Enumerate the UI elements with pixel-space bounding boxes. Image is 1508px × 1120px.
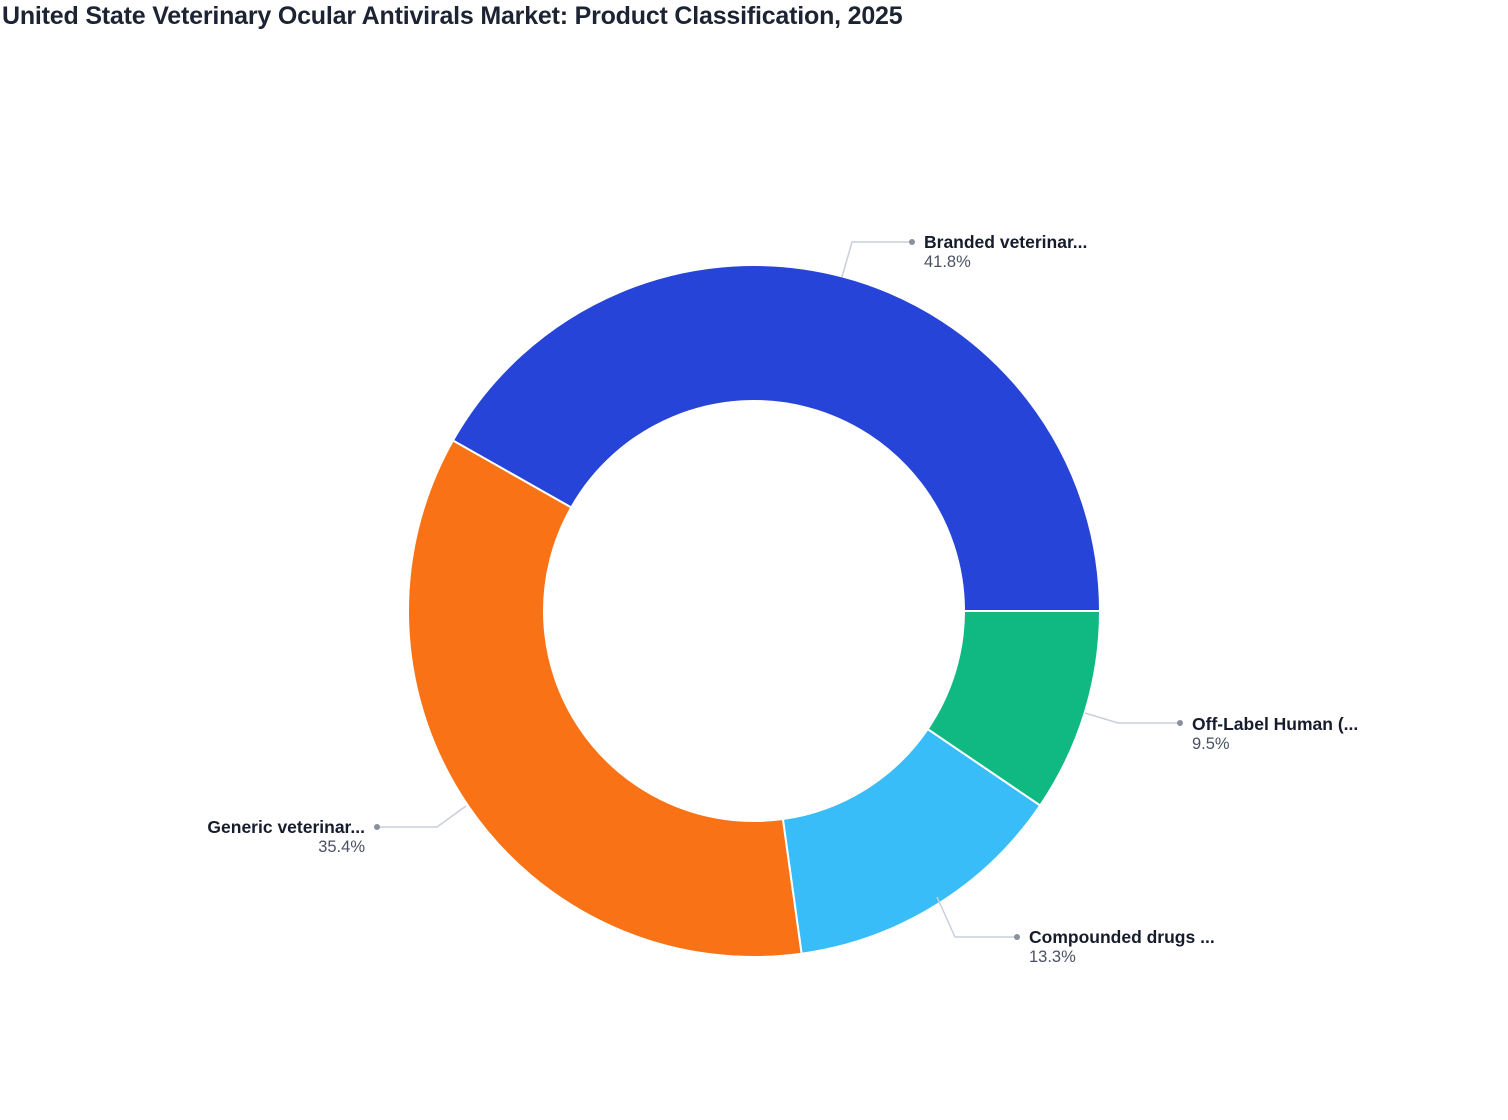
label-name: Generic veterinar... (207, 817, 365, 837)
label-name: Off-Label Human (... (1192, 714, 1359, 734)
leader-compounded (936, 896, 1017, 938)
label-name: Branded veterinar... (924, 232, 1088, 252)
slice-off-label (926, 610, 1102, 807)
label-off-label: Off-Label Human (... 9.5% (1192, 714, 1358, 754)
label-percent: 13.3% (1029, 948, 1076, 966)
leader-branded (841, 241, 912, 278)
label-percent: 35.4% (318, 838, 365, 856)
leader-off-label (1084, 712, 1180, 724)
leader-generic (377, 805, 467, 828)
label-compounded: Compounded drugs ... 13.3% (1029, 927, 1215, 967)
label-generic: Generic veterinar... 35.4% (207, 817, 365, 857)
leader-dot-icon (909, 239, 915, 245)
leader-dot-icon (1177, 720, 1183, 726)
label-branded: Branded veterinar... 41.8% (924, 232, 1087, 272)
label-percent: 9.5% (1192, 735, 1230, 753)
leader-lines (374, 239, 1183, 940)
label-percent: 41.8% (924, 253, 971, 271)
label-name: Compounded drugs ... (1029, 927, 1215, 947)
slice-branded (451, 264, 1102, 612)
leader-dot-icon (374, 824, 380, 830)
chart-title: United State Veterinary Ocular Antiviral… (2, 2, 903, 30)
donut-slices (407, 264, 1102, 958)
slice-generic (407, 439, 803, 958)
leader-dot-icon (1014, 934, 1020, 940)
